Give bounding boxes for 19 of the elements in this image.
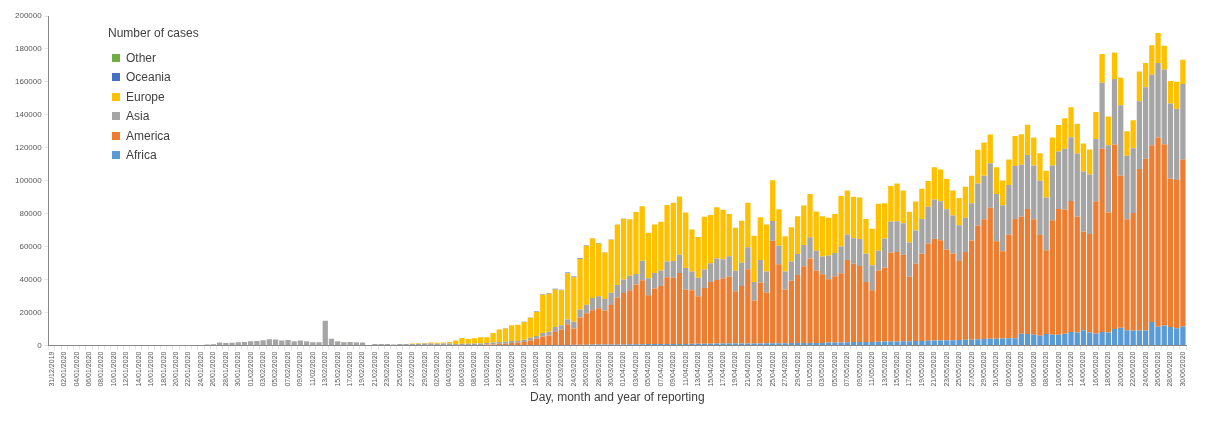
legend-label: Oceania: [126, 70, 171, 85]
y-tick-label: 140000: [14, 110, 43, 120]
legend-title: Number of cases: [108, 26, 199, 40]
y-tick-label: 80000: [19, 208, 43, 218]
legend-label: America: [126, 128, 171, 143]
y-tick-label: 120000: [14, 143, 43, 153]
y-tick-label: 180000: [14, 44, 43, 54]
y-tick-label: 40000: [19, 274, 43, 284]
legend-label: Africa: [126, 148, 157, 163]
y-tick-label: 20000: [19, 307, 43, 317]
legend-label: Europe: [126, 89, 165, 104]
y-tick-label: 160000: [14, 77, 43, 87]
x-axis-title: Day, month and year of reporting: [530, 390, 705, 405]
legend-label: Asia: [126, 109, 150, 124]
y-tick-label: 100000: [14, 175, 43, 185]
y-tick-label: 60000: [19, 241, 43, 251]
legend-label: Other: [126, 50, 157, 65]
y-tick-label: 0: [37, 340, 43, 350]
y-tick-label: 200000: [14, 11, 43, 21]
